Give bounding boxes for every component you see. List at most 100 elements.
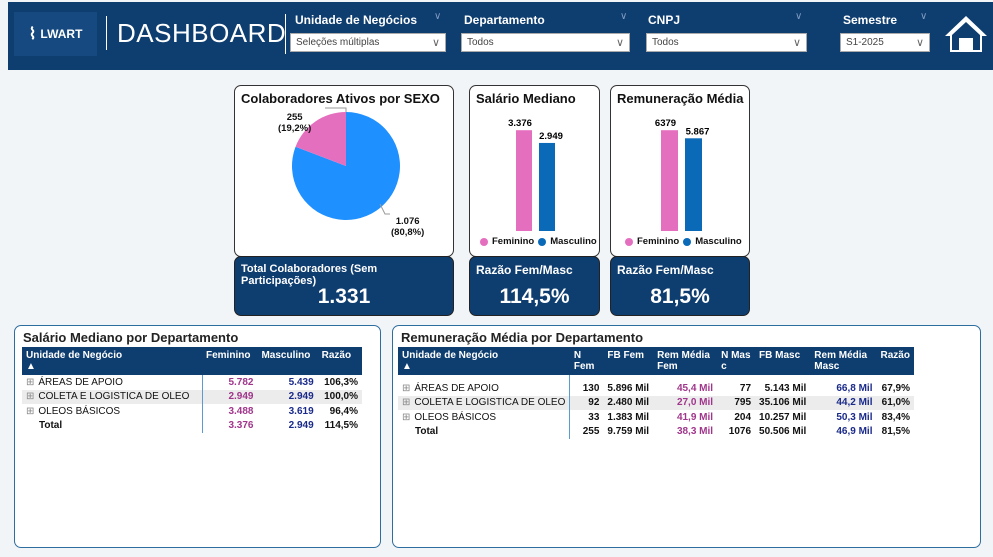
data-label: 5.867 xyxy=(686,126,710,137)
column-header[interactable]: FB Fem xyxy=(603,347,654,375)
filter-label-semestre: Semestre xyxy=(843,13,898,27)
pie-slice-feminino[interactable] xyxy=(295,112,346,166)
pie-label-male: 1.076 (80,8%) xyxy=(391,216,425,238)
table-cell: 1.383 Mil xyxy=(607,411,650,423)
pie-card: Colaboradores Ativos por SEXO 255 (19,2%)… xyxy=(234,85,454,257)
table-title: Salário Mediano por Departamento xyxy=(23,330,239,345)
bar-masculino[interactable] xyxy=(685,138,702,231)
cell-unidade[interactable]: ⊞ ÁREAS DE APOIO xyxy=(22,375,203,390)
pie-chart xyxy=(292,107,400,220)
salario-mediano-chart: 3.376 2.949 xyxy=(508,118,563,231)
table-row: ⊞ ÁREAS DE APOIO 130 5.896 Mil 45,4 Mil 77 5.1… xyxy=(398,381,914,396)
divider xyxy=(285,14,286,54)
legend: Feminino Masculino xyxy=(625,236,742,247)
table-cell: 106,3% xyxy=(324,376,358,388)
column-header[interactable]: Rem Média Masc xyxy=(810,347,877,375)
cell-unidade[interactable]: ⊞ OLEOS BÁSICOS xyxy=(22,404,203,419)
cell-unidade[interactable]: ⊞ COLETA E LOGISTICA DE OLEO xyxy=(22,389,203,404)
leader-line xyxy=(325,107,347,112)
column-header[interactable]: Unidade de Negócio ▲ xyxy=(398,347,570,375)
chevron-down-icon[interactable]: ∨ xyxy=(920,11,928,22)
table-cell: 1076 xyxy=(728,426,752,438)
table-row: ⊞ OLEOS BÁSICOS 33 1.383 Mil 41,9 Mil 204 10.2… xyxy=(398,410,914,425)
cell-unidade[interactable]: ⊞ COLETA E LOGISTICA DE OLEO xyxy=(398,395,571,410)
cell-unidade: Total xyxy=(398,424,571,439)
column-header[interactable]: FB Masc xyxy=(755,347,811,375)
table-cell: 50,3 Mil xyxy=(836,411,873,423)
data-label: 3.376 xyxy=(508,118,532,129)
leader-line xyxy=(379,203,390,215)
filter-label-unidade: Unidade de Negócios xyxy=(295,13,418,27)
table-total-row: Total 255 9.759 Mil 38,3 Mil 1076 50.506 Mil 4… xyxy=(398,424,914,439)
table-cell: 67,9% xyxy=(881,382,910,394)
table-cell: 83,4% xyxy=(881,411,910,423)
table-cell: 33 xyxy=(588,411,600,423)
expand-icon: ⊞ xyxy=(26,376,35,388)
salario-mediano-title: Salário Mediano xyxy=(476,91,576,106)
cell-unidade[interactable]: ⊞ ÁREAS DE APOIO xyxy=(398,381,571,396)
chevron-down-icon: ∨ xyxy=(792,37,801,49)
chevron-down-icon: ∨ xyxy=(431,37,440,49)
table-cell: 3.619 xyxy=(288,405,314,417)
table-cell: 3.488 xyxy=(228,405,254,417)
expand-icon: ⊞ xyxy=(26,405,35,417)
chevron-down-icon: ∨ xyxy=(915,37,924,49)
table-cell: 61,0% xyxy=(876,395,914,410)
table-cell: 38,3 Mil xyxy=(676,426,714,438)
salario-mediano-card: Salário Mediano 3.376 2.949 Feminino Mascu… xyxy=(469,85,600,257)
expand-icon: ⊞ xyxy=(26,391,35,403)
home-icon[interactable] xyxy=(943,14,989,54)
table-cell: 46,9 Mil xyxy=(836,426,873,438)
column-header[interactable]: N Fem xyxy=(569,347,604,375)
column-header[interactable]: Razão xyxy=(317,347,362,375)
remuneracao-media-chart: 6379 5.867 xyxy=(655,118,710,231)
table-header-row: Unidade de Negócio ▲ Feminino Masculino Razã… xyxy=(22,347,362,375)
divider xyxy=(106,16,107,50)
table-cell: 5.439 xyxy=(288,376,314,388)
salario-mediano-table-card: Salário Mediano por Departamento Unidade… xyxy=(14,325,381,548)
table-cell: 795 xyxy=(717,395,756,410)
chevron-down-icon: ∨ xyxy=(615,37,624,49)
column-header[interactable]: Razão xyxy=(876,347,914,375)
table-cell: 3.376 xyxy=(228,420,254,432)
departamento-dropdown[interactable]: Todos ∨ xyxy=(461,33,630,52)
data-label: 6379 xyxy=(655,118,676,129)
filter-label-cnpj: CNPJ xyxy=(648,13,681,27)
bar-masculino[interactable] xyxy=(539,142,555,231)
table-cell: 9.759 Mil xyxy=(607,426,650,438)
table-row: ⊞ ÁREAS DE APOIO 5.782 5.439 106,3% xyxy=(22,375,362,390)
table-row: ⊞ OLEOS BÁSICOS 3.488 3.619 96,4% xyxy=(22,404,362,419)
cnpj-dropdown[interactable]: Todos ∨ xyxy=(646,33,807,52)
column-header[interactable]: Masculino xyxy=(257,347,318,375)
table-cell: 77 xyxy=(739,382,752,394)
table-cell: 96,4% xyxy=(329,405,358,417)
table-cell: 2.949 xyxy=(257,389,318,404)
table-total-row: Total 3.376 2.949 114,5% xyxy=(22,418,362,433)
chevron-down-icon[interactable]: ∨ xyxy=(620,11,628,22)
column-header[interactable]: Unidade de Negócio ▲ xyxy=(22,347,202,375)
unidade-dropdown[interactable]: Seleções múltiplas ∨ xyxy=(290,33,446,52)
chevron-down-icon[interactable]: ∨ xyxy=(434,11,442,22)
table-cell: 66,8 Mil xyxy=(836,382,873,394)
expand-icon: ⊞ xyxy=(402,382,411,394)
column-header[interactable]: Rem Média Fem xyxy=(653,347,718,375)
cell-unidade[interactable]: ⊞ OLEOS BÁSICOS xyxy=(398,410,571,425)
table-cell: 50.506 Mil xyxy=(759,426,807,438)
chevron-down-icon[interactable]: ∨ xyxy=(795,11,803,22)
table-cell: 5.782 xyxy=(228,376,254,388)
table-cell: 5.143 Mil xyxy=(764,382,807,394)
table-cell: 10.257 Mil xyxy=(759,411,807,423)
semestre-dropdown[interactable]: S1-2025 ∨ xyxy=(840,33,930,52)
kpi-total-colaboradores: Total Colaboradores (Sem Participações) 1… xyxy=(234,256,454,316)
column-header[interactable]: Feminino xyxy=(202,347,258,375)
table-cell: 204 xyxy=(734,411,752,423)
table-cell: 2.480 Mil xyxy=(603,395,654,410)
expand-icon: ⊞ xyxy=(402,397,411,409)
table-cell: 27,0 Mil xyxy=(653,395,718,410)
expand-icon: ⊞ xyxy=(402,411,411,423)
logo: ⌇ LWART xyxy=(14,12,97,56)
column-header[interactable]: N Mas c xyxy=(717,347,756,375)
bar-feminino[interactable] xyxy=(516,130,532,231)
bar-feminino[interactable] xyxy=(661,130,678,231)
data-label: 2.949 xyxy=(539,131,563,142)
